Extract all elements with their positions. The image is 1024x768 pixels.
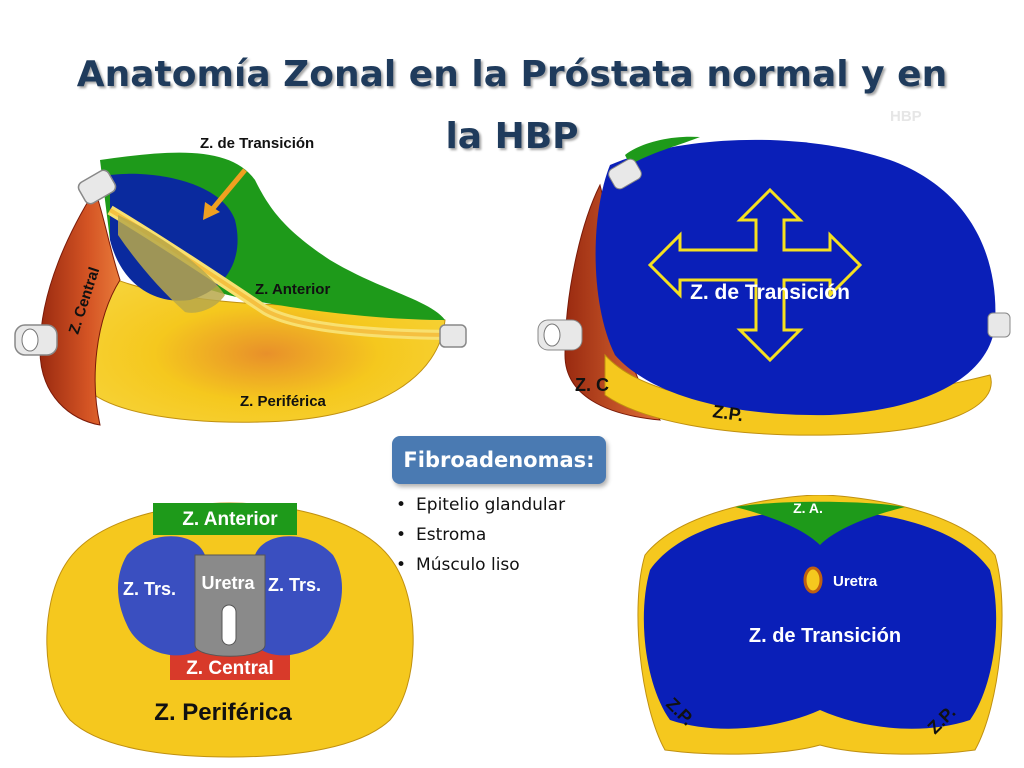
diagram-normal-sagittal: Z. de Transición Z. Anterior Z. Central … (14, 135, 467, 426)
ghost-label: HBP (890, 108, 922, 125)
anterior-zone-shape (153, 503, 297, 535)
label-transition-zone: Z. de Transición (200, 135, 314, 152)
label-peripheral-zone: Z. Periférica (240, 393, 327, 410)
transition-zone-left-shape (118, 536, 205, 656)
list-item: Músculo liso (396, 550, 565, 580)
transition-zone-shape (643, 510, 997, 729)
label-central-zone: Z. C (575, 375, 609, 395)
label-transition-right: Z. Trs. (268, 575, 321, 595)
label-peripheral-zone: Z.P. (711, 401, 744, 425)
urethra-outlet-tube (439, 324, 467, 348)
label-central-zone: Z. Central (186, 658, 274, 679)
diagram-normal-axial: Z. Anterior Z. Trs. Uretra Z. Trs. Z. Ce… (46, 502, 414, 758)
list-item: Epitelio glandular (396, 490, 565, 520)
label-anterior-zone: Z. Anterior (182, 509, 278, 530)
anterior-zone-shape (625, 136, 700, 165)
list-item: Estroma (396, 520, 565, 550)
transition-zone-right-shape (255, 536, 342, 656)
bladder-neck-tube (77, 169, 117, 205)
central-zone-shape (170, 645, 290, 680)
diagram-bph-sagittal: Z. de Transición Z. C Z.P. (537, 136, 1011, 436)
urethra-shape (803, 566, 823, 594)
anterior-zone-shape (735, 501, 905, 545)
fibroadenomas-list: Epitelio glandular Estroma Músculo liso (396, 490, 565, 580)
fibromuscular-shape (118, 215, 225, 313)
label-anterior-zone: Z. A. (793, 500, 823, 516)
page-title: Anatomía Zonal en la Próstata normal y e… (76, 54, 948, 157)
label-transition-left: Z. Trs. (123, 579, 176, 599)
label-transition-zone: Z. de Transición (690, 281, 850, 304)
diagram-bph-axial: Z. A. Uretra Z. de Transición Z.P. Z.P. (637, 495, 1003, 755)
fibroadenomas-callout: Fibroadenomas: (392, 436, 606, 484)
label-urethra: Uretra (833, 573, 878, 590)
transition-zone-shape (595, 139, 996, 416)
arrow-icon (208, 168, 247, 214)
label-urethra: Uretra (201, 573, 255, 593)
expansion-arrows-icon (647, 187, 863, 363)
label-anterior-zone: Z. Anterior (255, 281, 330, 298)
central-zone-shape (39, 188, 121, 426)
label-transition-zone: Z. de Transición (749, 625, 901, 647)
label-peripheral-zone: Z. Periférica (154, 699, 292, 726)
